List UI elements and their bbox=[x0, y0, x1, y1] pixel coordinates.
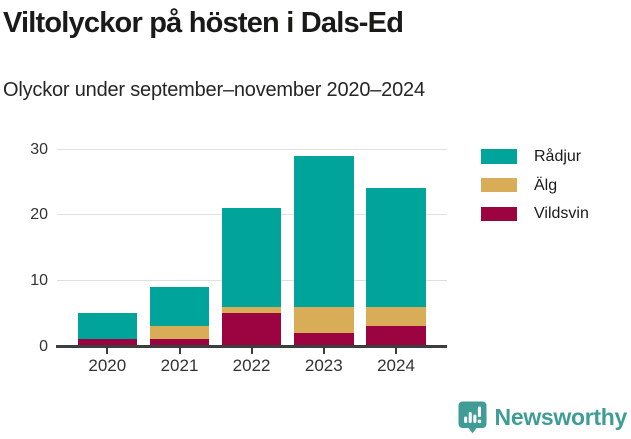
bar-2021-segment-alg bbox=[149, 326, 210, 340]
gridline-30 bbox=[57, 148, 447, 150]
x-axis-tick-2021 bbox=[178, 348, 181, 354]
gridline-20 bbox=[57, 214, 447, 216]
x-axis-tick-2022 bbox=[250, 348, 253, 354]
legend-item-radjur: Rådjur bbox=[481, 148, 582, 165]
x-axis-label-2020: 2020 bbox=[88, 356, 127, 375]
x-axis-label-2023: 2023 bbox=[304, 356, 343, 375]
x-axis-line bbox=[56, 345, 447, 348]
bar-2022-segment-radjur bbox=[221, 208, 282, 307]
x-axis-tick-2024 bbox=[395, 348, 397, 354]
x-axis-label-2024: 2024 bbox=[377, 356, 415, 375]
bar-2022-segment-alg bbox=[221, 306, 282, 314]
legend-swatch-alg bbox=[481, 177, 517, 193]
legend-swatch-vildsvin bbox=[481, 206, 517, 222]
x-axis-tick-2020 bbox=[106, 348, 109, 354]
x-axis-label-2021: 2021 bbox=[160, 356, 199, 375]
bar-2022-segment-vildsvin bbox=[221, 313, 282, 346]
bar-2021-segment-vildsvin bbox=[149, 339, 210, 346]
newsworthy-logo-icon bbox=[458, 401, 487, 434]
bar-2024-segment-alg bbox=[366, 306, 426, 327]
x-axis-label-2022: 2022 bbox=[232, 356, 271, 375]
legend-swatch-radjur bbox=[481, 149, 517, 164]
y-axis-label-0: 0 bbox=[39, 337, 48, 355]
bar-2020-segment-vildsvin bbox=[77, 339, 138, 346]
bar-2024-segment-vildsvin bbox=[366, 326, 426, 346]
bar-2024-segment-radjur bbox=[366, 188, 426, 307]
gridline-10 bbox=[57, 279, 447, 281]
legend-item-alg: Älg bbox=[481, 176, 558, 194]
chart-title: Viltolyckor på hösten i Dals-Ed bbox=[3, 7, 404, 39]
y-axis-label-20: 20 bbox=[30, 206, 48, 224]
bar-2023-segment-radjur bbox=[294, 155, 354, 307]
legend-label-alg: Älg bbox=[534, 176, 558, 194]
brand-footer: Newsworthy bbox=[458, 401, 627, 434]
bar-2023-segment-alg bbox=[294, 306, 354, 333]
y-axis-label-10: 10 bbox=[30, 271, 48, 289]
legend-item-vildsvin: Vildsvin bbox=[481, 205, 589, 223]
legend-label-radjur: Rådjur bbox=[534, 148, 582, 165]
x-axis-tick-2023 bbox=[322, 348, 325, 354]
legend-label-vildsvin: Vildsvin bbox=[534, 205, 589, 223]
brand-name: Newsworthy bbox=[494, 404, 628, 430]
chart-subtitle: Olyckor under september–november 2020–20… bbox=[3, 79, 425, 101]
bar-2021-segment-radjur bbox=[149, 286, 210, 327]
bar-2023-segment-vildsvin bbox=[294, 332, 354, 346]
bar-2020-segment-radjur bbox=[77, 313, 138, 340]
y-axis-label-30: 30 bbox=[30, 140, 48, 158]
